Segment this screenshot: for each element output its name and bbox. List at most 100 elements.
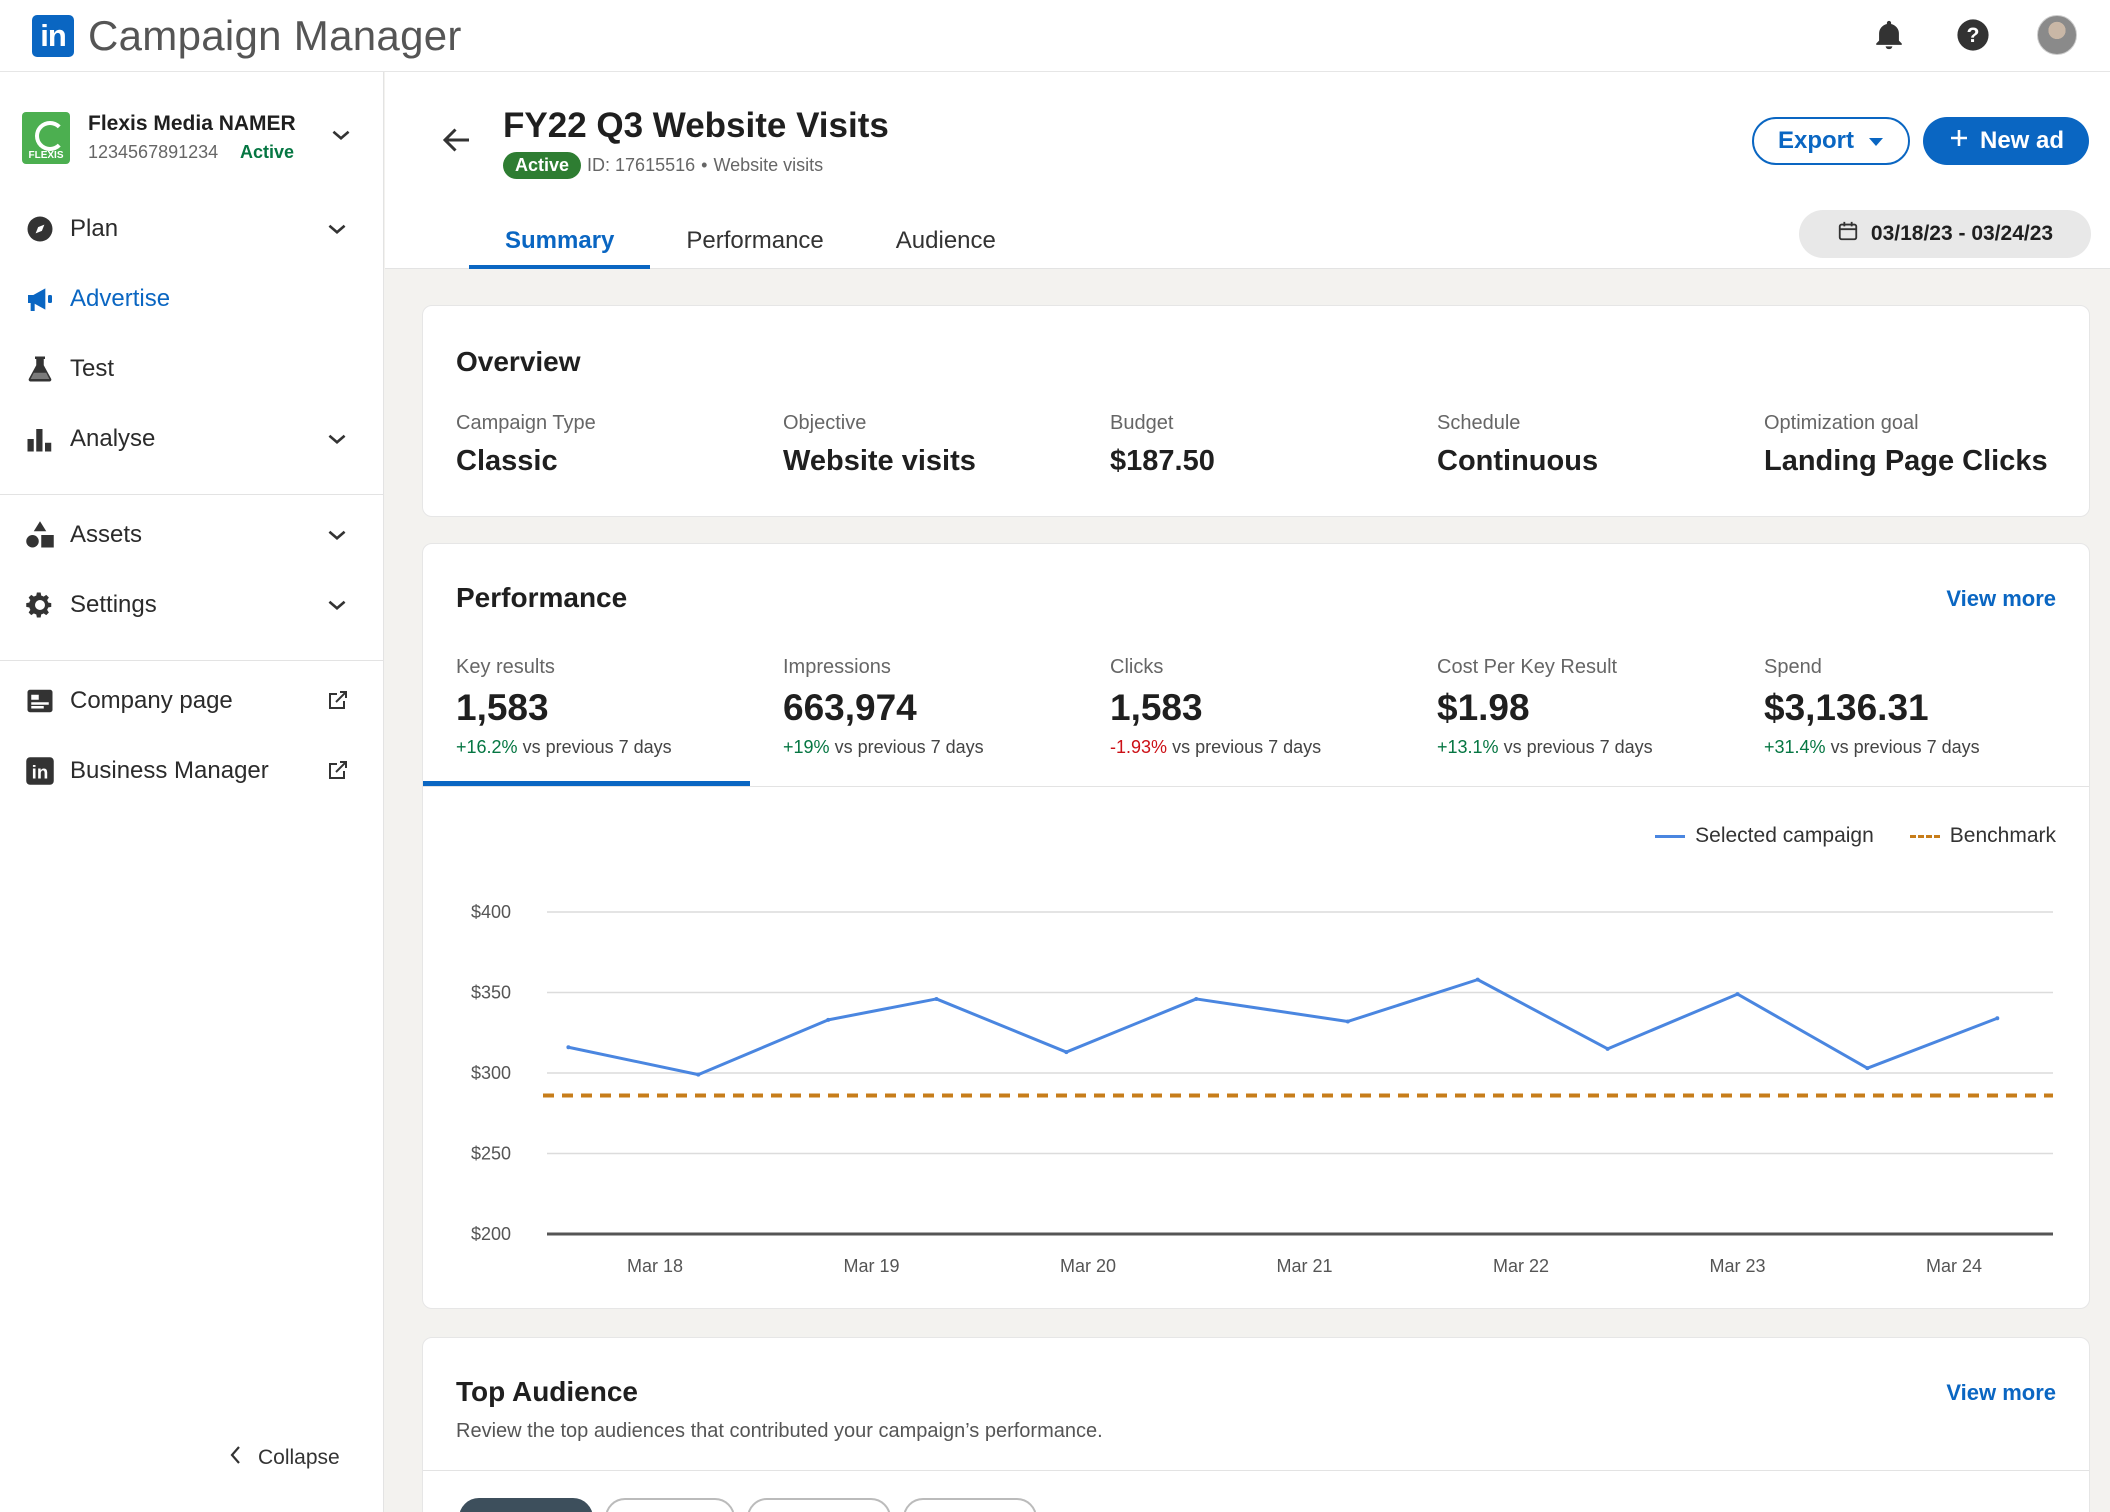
audience-filter-pill[interactable] <box>605 1498 735 1512</box>
tab-performance[interactable]: Performance <box>686 226 824 254</box>
back-arrow-icon[interactable] <box>435 118 479 162</box>
data-point[interactable] <box>934 996 939 1001</box>
account-id: 1234567891234 <box>88 142 219 162</box>
sidebar-divider <box>0 494 384 495</box>
chevron-left-icon <box>228 1444 244 1472</box>
data-point[interactable] <box>566 1045 571 1050</box>
delta-value: -1.93% <box>1110 737 1168 757</box>
overview-title: Overview <box>456 346 581 377</box>
overview-card: Overview Campaign Type Classic Objective… <box>422 305 2090 517</box>
field-label: Objective <box>783 412 867 434</box>
svg-text:?: ? <box>1967 23 1980 47</box>
performance-view-more-link[interactable]: View more <box>1946 586 2056 611</box>
data-point[interactable] <box>1865 1066 1870 1071</box>
overview-field: Objective Website visits <box>783 412 976 478</box>
delta-value: +19% <box>783 737 830 757</box>
audience-view-more-link[interactable]: View more <box>1946 1380 2056 1405</box>
help-icon[interactable]: ? <box>1950 12 1996 58</box>
top-audience-card: Top Audience View more Review the top au… <box>422 1337 2090 1512</box>
external-link-icon[interactable] <box>326 758 350 789</box>
audience-filter-pill[interactable] <box>903 1498 1037 1512</box>
kpi-label: Cost Per Key Result <box>1437 656 1618 678</box>
sidebar-item-label: Settings <box>70 591 157 618</box>
account-status: Active <box>240 142 295 162</box>
kpi-impressions[interactable]: Impressions 663,974 +19% vs previous 7 d… <box>750 656 1077 786</box>
kpi-key-results[interactable]: Key results 1,583 +16.2% vs previous 7 d… <box>423 656 750 786</box>
account-logo: FLEXIS <box>22 112 70 164</box>
data-point[interactable] <box>1605 1046 1610 1051</box>
tab-bar: Summary Performance Audience <box>469 212 1032 269</box>
data-point[interactable] <box>1064 1050 1069 1055</box>
avatar[interactable] <box>2034 12 2080 58</box>
selected-campaign-line <box>568 978 1998 1077</box>
delta-value: +31.4% <box>1764 737 1826 757</box>
sidebar-item-plan[interactable]: Plan <box>22 202 362 256</box>
field-label: Budget <box>1110 412 1174 434</box>
campaign-id: ID: 17615516 <box>587 155 696 175</box>
account-switcher[interactable]: FLEXIS Flexis Media NAMER 1234567891234 … <box>22 108 362 174</box>
export-button[interactable]: Export <box>1752 117 1910 165</box>
sidebar-item-business-manager[interactable]: in Business Manager <box>22 744 362 798</box>
flask-icon <box>22 351 58 387</box>
data-point[interactable] <box>1995 1016 2000 1021</box>
top-audience-subtitle: Review the top audiences that contribute… <box>456 1420 1103 1442</box>
data-point[interactable] <box>1345 1019 1350 1024</box>
linkedin-logo[interactable]: in <box>32 14 74 57</box>
kpi-label: Spend <box>1764 656 1822 678</box>
account-name: Flexis Media NAMER <box>88 112 296 135</box>
chevron-down-icon[interactable] <box>324 216 350 249</box>
tab-audience[interactable]: Audience <box>895 226 996 254</box>
field-value: Landing Page Clicks <box>1764 445 2048 477</box>
kpi-delta: +19% vs previous 7 days <box>783 737 1077 758</box>
data-point[interactable] <box>1475 977 1480 982</box>
x-tick-label: Mar 19 <box>843 1256 899 1276</box>
shapes-icon <box>22 517 58 553</box>
kpi-cost-per-key-result[interactable]: Cost Per Key Result $1.98 +13.1% vs prev… <box>1404 656 1731 786</box>
sidebar-item-company-page[interactable]: Company page <box>22 674 362 728</box>
data-point[interactable] <box>696 1072 701 1077</box>
tab-summary[interactable]: Summary <box>469 212 651 269</box>
sidebar-item-test[interactable]: Test <box>22 342 362 396</box>
field-value: Classic <box>456 445 558 477</box>
audience-filter-pill[interactable] <box>459 1498 593 1512</box>
audience-filter-pill[interactable] <box>747 1498 891 1512</box>
legend-item-benchmark[interactable]: Benchmark <box>1909 824 2056 848</box>
external-link-icon[interactable] <box>326 688 350 719</box>
performance-card: Performance View more Key results 1,583 … <box>422 543 2090 1309</box>
app-title: Campaign Manager <box>88 11 462 59</box>
legend-item-selected[interactable]: Selected campaign <box>1655 824 1874 848</box>
y-tick-label: $250 <box>471 1144 511 1164</box>
chevron-down-icon[interactable] <box>324 592 350 625</box>
compare-text: vs previous 7 days <box>1172 737 1322 757</box>
sidebar-item-settings[interactable]: Settings <box>22 578 362 632</box>
chevron-down-icon[interactable] <box>324 426 350 459</box>
bell-icon[interactable] <box>1866 12 1912 58</box>
data-point[interactable] <box>1194 996 1199 1001</box>
overview-field: Budget $187.50 <box>1110 412 1215 478</box>
data-point[interactable] <box>1735 992 1740 997</box>
y-tick-label: $400 <box>471 902 511 922</box>
kpi-spend[interactable]: Spend $3,136.31 +31.4% vs previous 7 day… <box>1731 656 2058 786</box>
field-label: Optimization goal <box>1764 412 1919 434</box>
sidebar-item-analyse[interactable]: Analyse <box>22 412 362 466</box>
performance-title: Performance <box>456 582 628 613</box>
sidebar-item-assets[interactable]: Assets <box>22 508 362 562</box>
kpi-clicks[interactable]: Clicks 1,583 -1.93% vs previous 7 days <box>1077 656 1404 786</box>
field-label: Campaign Type <box>456 412 596 434</box>
data-point[interactable] <box>826 1017 831 1022</box>
sidebar-item-advertise[interactable]: Advertise <box>22 272 362 326</box>
status-badge: Active <box>503 152 582 179</box>
kpi-value: $3,136.31 <box>1764 687 1929 728</box>
chevron-down-icon[interactable] <box>328 122 354 153</box>
top-audience-title: Top Audience <box>456 1376 638 1407</box>
new-ad-button[interactable]: New ad <box>1923 117 2089 165</box>
chevron-down-icon[interactable] <box>324 522 350 555</box>
x-tick-label: Mar 18 <box>627 1256 683 1276</box>
chart-legend: Selected campaign Benchmark <box>1655 824 2056 848</box>
x-tick-label: Mar 22 <box>1493 1256 1549 1276</box>
collapse-label: Collapse <box>258 1446 340 1469</box>
kpi-delta: +31.4% vs previous 7 days <box>1764 737 2058 758</box>
caret-down-icon <box>1868 127 1884 155</box>
date-range-picker[interactable]: 03/18/23 - 03/24/23 <box>1799 210 2091 258</box>
collapse-button[interactable]: Collapse <box>228 1444 340 1472</box>
